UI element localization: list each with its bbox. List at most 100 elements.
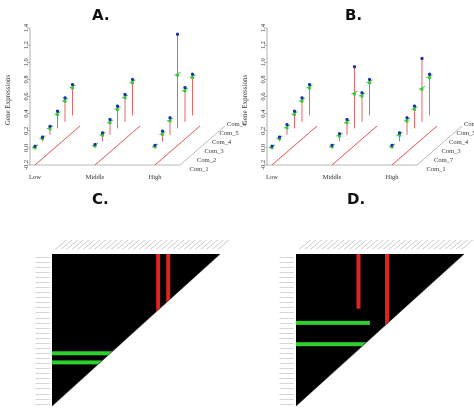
series-green-point [292,113,297,117]
series-blue-point [115,104,120,108]
community-label: Com_4 [212,139,232,146]
heatmap-row-label: ~~~~~~~~ [280,296,295,300]
x-tick-label: Low [266,174,278,181]
heatmap-row-label: ~~~~~~~~ [280,387,295,391]
heatmap-row-label: ~~~~~~~~ [280,265,295,269]
series-green-point [397,133,402,137]
community-label: Com_5 [457,130,474,137]
y-tick-label: 0.0 [260,144,267,152]
heatmap-red-column [356,254,361,309]
series-green-point [115,107,120,112]
heatmap-row-label: ~~~~~~~~ [280,326,295,330]
series-blue-point [160,129,165,133]
heatmap-row-label: ~~~~~~~~ [36,260,51,264]
heatmap-row-label: ~~~~~~~~ [280,372,295,376]
x-tick-label: Middle [86,174,105,181]
heatmap-row-label: ~~~~~~~~ [36,351,51,355]
y-axis-title: Gene Expressions [4,75,12,126]
series-green-point [123,96,127,100]
series-blue-point [397,131,402,135]
series-green-point [367,81,372,85]
community-label: Com_6 [464,121,474,128]
heatmap-row-label: ~~~~~~~~ [36,377,51,381]
series-blue-point [55,109,60,113]
series-blue-point [70,82,75,87]
heatmap-row-label: ~~~~~~~~ [280,331,295,335]
heatmap-row-label: ~~~~~~~~ [280,402,295,406]
series-green-point [168,119,172,123]
series-green-point [337,134,342,138]
heatmap-green-row [296,342,394,347]
community-label: Com_1 [190,166,209,173]
heatmap-row-label: ~~~~~~~~ [280,397,295,401]
series-blue-point [367,77,372,82]
heatmap-row-label: ~~~~~~~~ [36,331,51,335]
heatmap-row-label: ~~~~~~~~ [36,336,51,340]
y-tick-label: 0.4 [23,109,30,118]
heatmap-red-column [156,254,161,349]
series-blue-point [427,72,432,76]
series-green-point [108,121,112,125]
y-tick-label: 0.8 [23,75,30,83]
heatmap-row-label: ~~~~~~~~ [36,361,51,365]
y-tick-label: 1.2 [23,41,30,49]
heatmap-row-label: ~~~~~~~~ [280,301,295,305]
heatmap-row-label: ~~~~~~~~ [280,361,295,365]
community-label: Com_6 [227,121,247,128]
heatmap-row-label: ~~~~~~~~ [36,387,51,391]
series-blue-point [300,96,304,100]
y-tick-label: 0.6 [23,92,30,101]
y-tick-label: 0.2 [23,127,30,135]
series-blue-point [33,144,37,148]
floor-red-guide [94,125,141,166]
heatmap-row-label: ~~~~~~~~ [36,280,51,284]
heatmap-row-label: ~~~~~~~~ [36,296,51,300]
floor-red-guide [331,125,378,166]
y-tick-label: 0.4 [260,109,267,118]
x-tick-label: Low [29,174,41,181]
y-axis-title: Gene Expressions [241,75,249,126]
series-blue-point [390,143,394,147]
series-blue-point [307,82,312,87]
series-blue-point [420,56,424,61]
heatmap-row-label: ~~~~~~~~ [280,255,295,259]
series-blue-point [108,117,112,122]
x-tick-label: High [149,174,163,181]
series-blue-point [360,91,364,95]
series-blue-point [345,117,349,122]
series-green-point [427,76,432,80]
heatmap-row-label: ~~~~~~~~ [280,290,295,294]
heatmap-row-label: ~~~~~~~~ [280,341,295,345]
y-tick-label: 0.6 [260,92,267,101]
y-tick-label: 0.0 [23,144,30,152]
panel-label-b: B. [345,6,363,24]
heatmap-row-label: ~~~~~~~~ [280,316,295,320]
series-blue-point [292,109,297,113]
heatmap-row-label: ~~~~~~~~ [36,255,51,259]
series-green-point [352,92,357,96]
y-tick-label: 0.8 [260,75,267,83]
y-tick-label: 1.4 [23,23,30,32]
series-blue-point [183,86,187,90]
heatmap-row-label: ~~~~~~~~ [36,366,51,370]
series-green-point [183,89,187,93]
heatmap-row-label: ~~~~~~~~ [280,351,295,355]
heatmap-row-label: ~~~~~~~~ [36,306,51,310]
series-green-point [48,127,52,131]
heatmap-row-label: ~~~~~~~~ [280,260,295,264]
series-green-point [70,86,75,90]
y-tick-label: -0.2 [260,160,267,170]
heatmap-row-label: ~~~~~~~~ [36,285,51,289]
series-green-point [55,113,60,117]
heatmap-row-label: ~~~~~~~~ [280,306,295,310]
x-tick-label: High [386,174,400,181]
heatmap-row-label: ~~~~~~~~ [36,316,51,320]
y-tick-label: 1.0 [260,58,267,66]
x-tick-label: Middle [323,174,342,181]
series-blue-point [190,72,195,76]
series-green-point [300,99,304,103]
heatmap-row-label: ~~~~~~~~ [280,366,295,370]
